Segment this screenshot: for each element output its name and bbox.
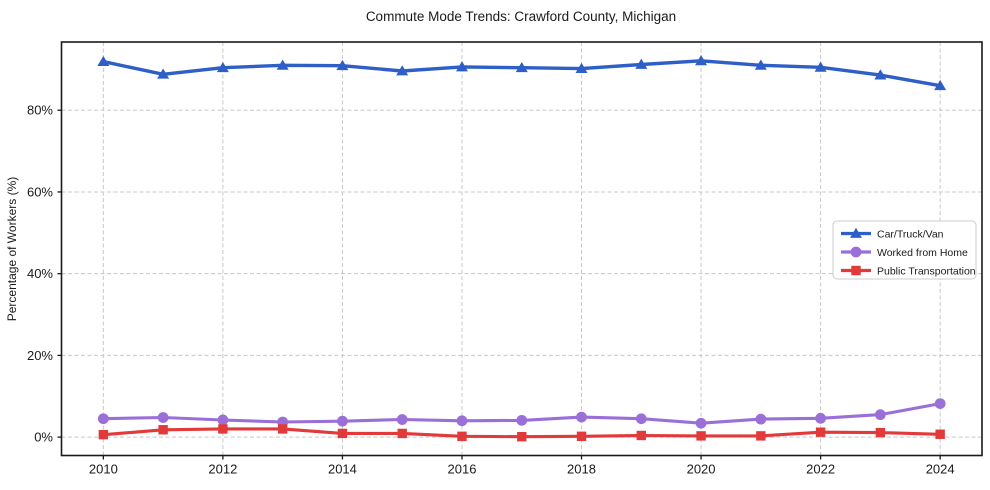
plot-border [60, 41, 983, 457]
marker-car-truck-van-2014 [336, 59, 349, 71]
legend-label-public-transportation: Public Transportation [877, 265, 976, 277]
marker-car-truck-van-2010 [97, 55, 110, 67]
marker-car-truck-van-2015 [396, 65, 409, 76]
legend-label-worked-from-home: Worked from Home [877, 247, 968, 259]
y-axis-label: Percentage of Workers (%) [5, 177, 19, 322]
legend-box [832, 220, 977, 280]
x-tick-label-2024: 2024 [926, 462, 955, 477]
marker-public-transportation-2016 [457, 431, 467, 441]
marker-worked-from-home-2010 [97, 413, 109, 425]
marker-public-transportation-2013 [277, 424, 288, 434]
marker-worked-from-home-2019 [635, 413, 647, 425]
marker-car-truck-van-2011 [157, 68, 170, 79]
marker-car-truck-van-2018 [575, 62, 588, 73]
x-tick-label-2012: 2012 [208, 462, 237, 477]
y-tick-label-60: 60% [27, 184, 53, 199]
legend-square-icon [851, 265, 861, 276]
marker-car-truck-van-2021 [754, 59, 767, 70]
marker-worked-from-home-2011 [157, 412, 169, 423]
marker-public-transportation-2022 [815, 427, 826, 437]
marker-public-transportation-2012 [218, 424, 228, 434]
marker-worked-from-home-2015 [396, 414, 408, 425]
data-series [97, 54, 947, 442]
marker-car-truck-van-2017 [515, 61, 528, 73]
marker-public-transportation-2024 [935, 429, 945, 439]
x-tick-label-2014: 2014 [328, 462, 357, 477]
legend-label-car-truck-van: Car/Truck/Van [877, 228, 944, 240]
marker-worked-from-home-2021 [755, 413, 767, 425]
x-tick-label-2018: 2018 [567, 462, 596, 477]
marker-worked-from-home-2014 [337, 415, 348, 427]
marker-worked-from-home-2024 [934, 398, 946, 410]
legend-item-car-truck-van: Car/Truck/Van [841, 227, 944, 240]
marker-public-transportation-2010 [98, 429, 109, 440]
legend: Car/Truck/Van Worked from Home Public Tran… [832, 220, 977, 280]
marker-car-truck-van-2024 [934, 79, 947, 91]
marker-public-transportation-2021 [756, 431, 766, 441]
marker-worked-from-home-2016 [456, 415, 468, 427]
marker-public-transportation-2014 [337, 428, 348, 439]
marker-worked-from-home-2020 [695, 417, 707, 429]
x-tick-label-2022: 2022 [806, 462, 835, 477]
marker-car-truck-van-2019 [635, 58, 648, 69]
series-worked-from-home [97, 398, 946, 429]
marker-public-transportation-2011 [158, 425, 168, 435]
marker-car-truck-van-2013 [276, 59, 289, 70]
marker-worked-from-home-2018 [576, 411, 587, 423]
marker-public-transportation-2015 [397, 428, 407, 439]
y-tick-label-20: 20% [27, 348, 53, 363]
marker-public-transportation-2023 [875, 427, 886, 438]
legend-item-public-transportation: Public Transportation [841, 265, 976, 277]
legend-triangle-icon [850, 227, 862, 238]
marker-public-transportation-2017 [517, 432, 527, 442]
marker-car-truck-van-2020 [695, 54, 708, 66]
marker-worked-from-home-2017 [516, 414, 528, 426]
marker-public-transportation-2018 [576, 431, 587, 441]
marker-worked-from-home-2022 [815, 412, 827, 424]
legend-circle-icon [850, 246, 862, 258]
marker-worked-from-home-2023 [874, 409, 886, 421]
x-tick-label-2010: 2010 [89, 462, 118, 477]
marker-car-truck-van-2012 [216, 61, 229, 73]
marker-car-truck-van-2023 [874, 69, 887, 80]
gridlines [61, 42, 982, 456]
axes: 2010 2012 2014 2016 2018 2020 2022 2024 0% 20% 40%… [27, 41, 983, 477]
series-public-transportation [98, 424, 945, 442]
y-tick-label-80: 80% [27, 103, 53, 118]
y-tick-label-0: 0% [34, 430, 53, 445]
x-tick-label-2016: 2016 [448, 462, 477, 477]
y-tick-label-40: 40% [27, 266, 53, 281]
marker-car-truck-van-2016 [455, 61, 468, 72]
chart-title: Commute Mode Trends: Crawford County, Mi… [366, 9, 676, 24]
series-car-truck-van [97, 54, 947, 91]
marker-worked-from-home-2012 [217, 414, 229, 426]
marker-car-truck-van-2022 [814, 61, 827, 72]
marker-public-transportation-2019 [636, 430, 646, 441]
legend-item-worked-from-home: Worked from Home [841, 246, 968, 259]
marker-public-transportation-2020 [696, 431, 706, 441]
x-tick-label-2020: 2020 [687, 462, 716, 477]
